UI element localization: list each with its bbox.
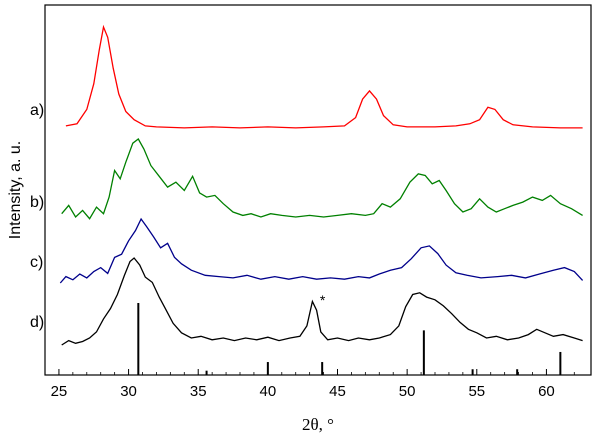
x-axis-label: 2θ, ° (302, 415, 334, 434)
series-line-c (59, 217, 584, 284)
series-label-a: a) (30, 102, 44, 119)
plot-frame (44, 4, 592, 376)
series-line-a (65, 24, 583, 129)
x-tick-label: 35 (190, 383, 207, 400)
series-group (59, 24, 584, 346)
x-tick-label: 55 (468, 383, 485, 400)
series-labels: a) b) c) d) (30, 102, 44, 331)
x-tick-label: 50 (399, 383, 416, 400)
x-tick-label: 30 (120, 383, 137, 400)
x-tick-label: 60 (538, 383, 555, 400)
x-tick-label: 45 (329, 383, 346, 400)
x-tick-label: 40 (260, 383, 277, 400)
annotations: * (320, 292, 326, 308)
series-label-d: d) (30, 314, 44, 331)
x-axis: 25 30 35 40 45 50 55 60 (51, 369, 575, 400)
series-label-b: b) (30, 194, 44, 211)
series-line-d (61, 257, 583, 346)
y-axis-label: Intensity, a. u. (7, 141, 24, 239)
series-label-c: c) (30, 254, 43, 271)
x-tick-label: 25 (51, 383, 68, 400)
annotation-asterisk: * (320, 292, 326, 308)
reference-peaks (137, 303, 562, 375)
series-line-b (61, 138, 583, 220)
